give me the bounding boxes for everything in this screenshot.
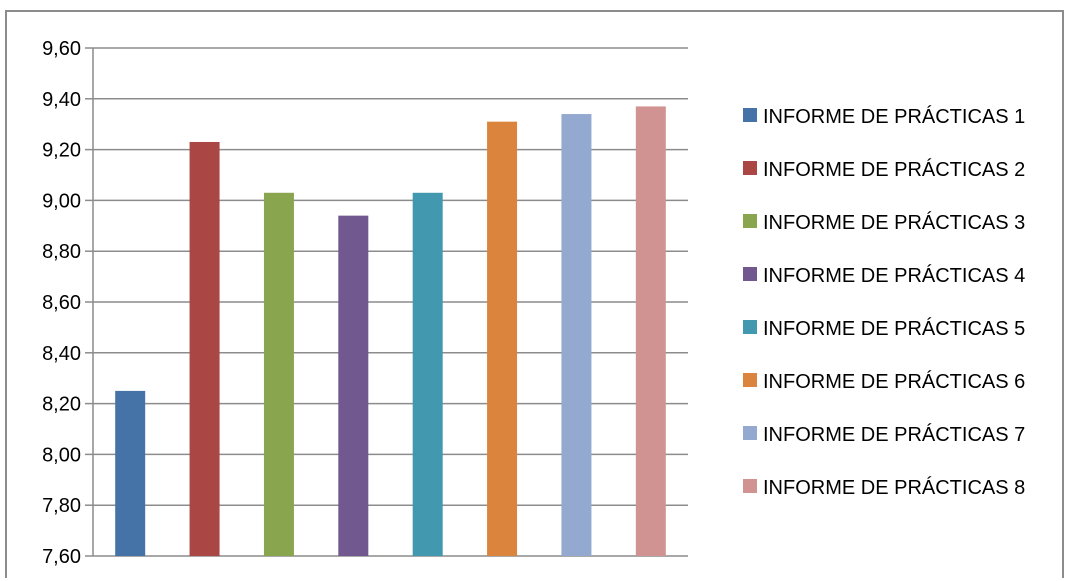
legend-swatch-5 [743,320,757,334]
legend-label-1: INFORME DE PRÁCTICAS 1 [763,105,1025,128]
y-tick-label: 7,60 [42,546,81,568]
legend-swatch-2 [743,161,757,175]
y-tick-label: 8,00 [42,444,81,466]
bar-5 [412,192,443,556]
legend-label-2: INFORME DE PRÁCTICAS 2 [763,158,1025,181]
chart-frame [5,10,1064,578]
y-tick-label: 9,20 [42,140,81,162]
legend-label-7: INFORME DE PRÁCTICAS 7 [763,423,1025,446]
legend-swatch-4 [743,267,757,281]
legend-label-8: INFORME DE PRÁCTICAS 8 [763,476,1025,499]
bar-1 [115,390,146,556]
legend-swatch-7 [743,426,757,440]
y-tick-label: 8,60 [42,292,81,314]
y-tick-label: 8,80 [42,241,81,263]
legend-swatch-8 [743,479,757,493]
bar-3 [263,192,294,556]
y-tick-label: 8,20 [42,394,81,416]
bar-8 [635,106,666,557]
legend-label-4: INFORME DE PRÁCTICAS 4 [763,264,1025,287]
y-tick-label: 9,40 [42,89,81,111]
y-tick-label: 8,40 [42,343,81,365]
y-tick-label: 7,80 [42,495,81,517]
gridlines [93,47,688,557]
legend-swatch-6 [743,373,757,387]
legend-label-5: INFORME DE PRÁCTICAS 5 [763,317,1025,340]
bar-2 [189,141,220,557]
legend: INFORME DE PRÁCTICAS 1 INFORME DE PRÁCTIC… [743,105,1025,499]
legend-swatch-3 [743,214,757,228]
legend-swatch-1 [743,108,757,122]
legend-label-3: INFORME DE PRÁCTICAS 3 [763,211,1025,234]
bar-6 [487,121,518,556]
legend-label-6: INFORME DE PRÁCTICAS 6 [763,370,1025,393]
bar-4 [338,215,369,556]
y-axis-ticks: 9,60 9,40 9,20 9,00 8,80 8,60 8,40 8,20 8,00 7,80… [42,38,94,568]
y-tick-label: 9,00 [42,190,81,212]
bars [115,106,666,557]
bar-7 [561,114,592,556]
y-tick-label: 9,60 [42,38,81,60]
